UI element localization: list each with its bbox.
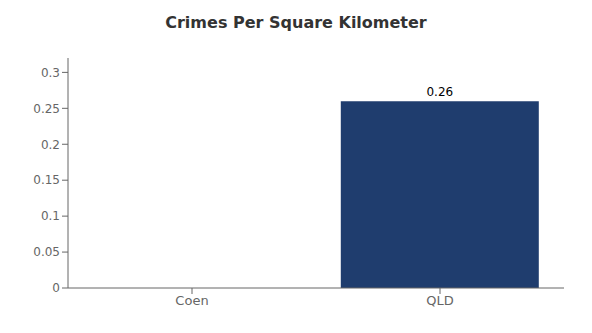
svg-text:0.26: 0.26: [426, 85, 453, 99]
svg-text:QLD: QLD: [426, 293, 454, 308]
svg-text:0.2: 0.2: [41, 138, 60, 152]
svg-text:0.15: 0.15: [33, 173, 60, 187]
svg-text:0.3: 0.3: [41, 66, 60, 80]
html-text:Crimes Per Square Kilometer: Crimes Per Square Kilometer: [165, 13, 427, 32]
svg-text:Coen: Coen: [175, 293, 208, 308]
svg-text:0.25: 0.25: [33, 102, 60, 116]
svg-text:0.1: 0.1: [41, 209, 60, 223]
svg-text:0: 0: [52, 281, 60, 295]
svg-text:0.05: 0.05: [33, 245, 60, 259]
